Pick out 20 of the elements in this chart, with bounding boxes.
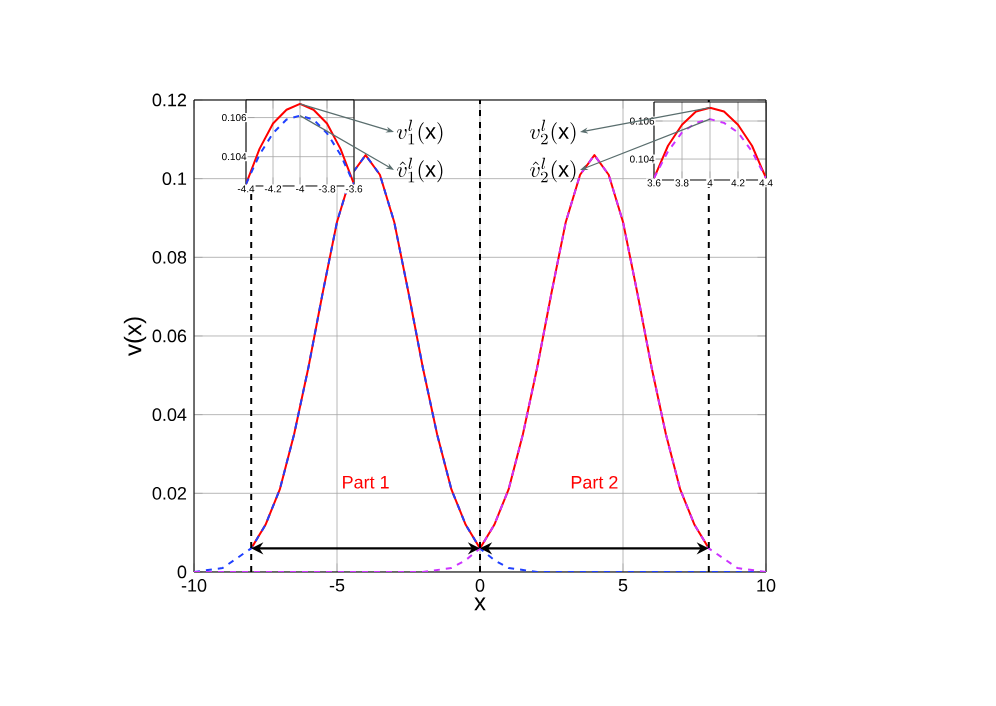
text: $v_1^l(\mathrm{x})$ <box>397 119 443 145</box>
y-tick-label: 0.1 <box>162 172 187 186</box>
x-tick-label: 5 <box>618 579 628 592</box>
x-tick-label: -5 <box>329 579 345 592</box>
annotation: Part 1 <box>343 476 389 489</box>
x-axis-title: x <box>474 597 486 611</box>
text: $\hat{v}_2^l(\mathrm{x})$ <box>530 157 576 183</box>
y-tick-label: 0.02 <box>152 486 187 500</box>
text: $\hat{v}_1^l(\mathrm{x})$ <box>397 157 443 183</box>
y-axis-title: v(x) <box>123 317 147 356</box>
y-tick-label: 0 <box>177 565 187 579</box>
text: $v_2^l(\mathrm{x})$ <box>530 119 576 145</box>
y-tick-label: 0.08 <box>152 250 187 264</box>
annotation: Part 2 <box>571 475 618 489</box>
x-tick-label: -10 <box>181 579 207 592</box>
x-tick-label: 10 <box>757 579 776 592</box>
y-tick-label: 0.12 <box>152 93 187 107</box>
x-tick-label: 0 <box>475 579 485 592</box>
y-tick-label: 0.06 <box>152 329 187 343</box>
y-tick-label: 0.04 <box>152 408 187 422</box>
